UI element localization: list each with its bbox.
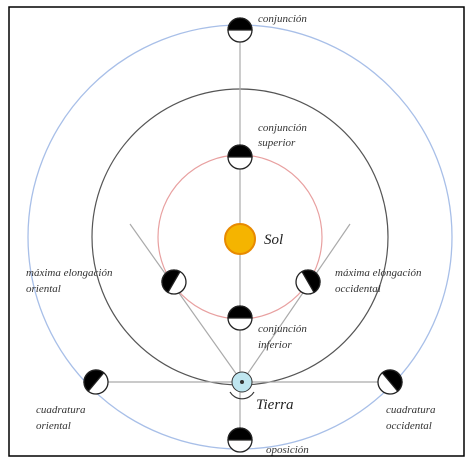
label: cuadratura — [36, 404, 86, 416]
label: Tierra — [256, 397, 294, 413]
label: máxima elongación — [26, 267, 113, 279]
label: conjunción — [258, 323, 307, 335]
label: conjunción — [258, 122, 307, 134]
label: Sol — [264, 232, 283, 248]
label: occidental — [335, 283, 381, 295]
label: conjunción — [258, 13, 307, 25]
label: inferior — [258, 339, 292, 351]
sun — [225, 224, 255, 254]
label: cuadratura — [386, 404, 436, 416]
label: occidental — [386, 420, 432, 432]
label: oriental — [26, 283, 61, 295]
diagram: conjunción conjunción superior Sol máxim… — [0, 0, 474, 461]
label: superior — [258, 137, 296, 149]
label: máxima elongación — [335, 267, 422, 279]
label: oposición — [266, 444, 309, 456]
label: oriental — [36, 420, 71, 432]
